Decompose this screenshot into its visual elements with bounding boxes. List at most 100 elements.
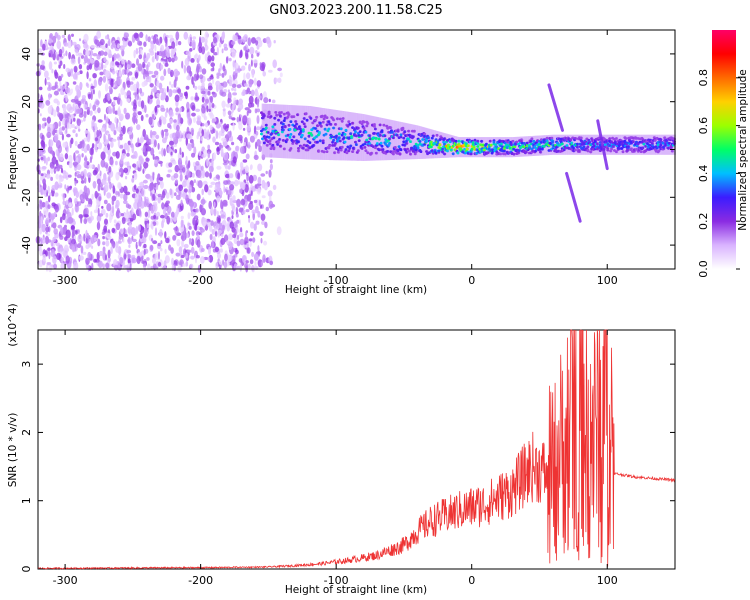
signal-cell <box>360 147 364 150</box>
colorbar-tick-label: 0.0 <box>697 260 710 278</box>
noise-cell <box>149 83 154 88</box>
signal-halo <box>306 105 308 160</box>
noise-cell <box>157 142 160 150</box>
noise-cell <box>195 92 198 97</box>
noise-cell <box>233 236 238 244</box>
noise-cell <box>67 217 73 224</box>
noise-cell <box>166 107 169 113</box>
noise-cell <box>210 62 215 68</box>
signal-cell <box>641 146 645 150</box>
noise-cell <box>85 257 90 265</box>
noise-cell <box>228 82 233 87</box>
noise-cell <box>138 207 142 217</box>
noise-cell <box>155 38 159 45</box>
noise-cell <box>48 92 51 101</box>
noise-cell <box>217 229 222 235</box>
noise-cell <box>127 40 133 47</box>
noise-cell <box>174 179 179 184</box>
noise-cell <box>164 111 168 118</box>
noise-cell <box>150 71 154 75</box>
noise-cell <box>98 142 102 150</box>
noise-cell <box>170 211 175 218</box>
noise-cell <box>223 152 229 161</box>
noise-cell <box>207 256 210 262</box>
noise-cell <box>41 60 45 66</box>
noise-cell <box>222 202 228 207</box>
signal-halo <box>464 137 467 158</box>
noise-cell <box>225 103 231 108</box>
signal-cell <box>608 137 612 141</box>
noise-cell <box>78 255 84 261</box>
noise-cell <box>115 61 120 66</box>
noise-cell <box>46 233 50 237</box>
noise-cell <box>68 51 71 60</box>
spectrogram-x-tick-label: -100 <box>324 274 349 287</box>
snr-x-ticks: -300 -200 -100 0 100 <box>53 330 618 587</box>
noise-cell <box>92 73 97 79</box>
noise-cell <box>235 99 239 106</box>
signal-cell <box>289 147 293 150</box>
noise-cell <box>214 246 219 253</box>
noise-cell <box>238 122 243 130</box>
noise-cell <box>72 103 75 112</box>
noise-cell <box>238 258 243 263</box>
noise-cell <box>196 119 202 126</box>
noise-cell <box>75 157 79 163</box>
noise-cell <box>75 99 79 105</box>
noise-cell <box>231 49 236 59</box>
noise-cell <box>125 112 131 120</box>
signal-halo <box>392 120 395 160</box>
noise-cell <box>185 252 188 259</box>
noise-cell <box>96 129 100 138</box>
noise-cell <box>219 248 223 253</box>
noise-cell <box>175 130 181 140</box>
noise-cell <box>38 259 43 268</box>
signal-halo <box>353 112 356 161</box>
signal-cell <box>340 119 344 123</box>
signal-halo <box>313 106 316 160</box>
signal-cell <box>656 143 660 147</box>
noise-cell <box>76 71 81 76</box>
noise-cell <box>245 230 248 238</box>
noise-cell <box>52 109 57 117</box>
noise-cell <box>51 85 57 91</box>
noise-cell <box>88 78 92 82</box>
signal-cell <box>333 151 337 155</box>
noise-cell <box>114 116 118 124</box>
noise-cell <box>221 100 226 109</box>
noise-cell <box>154 227 158 236</box>
noise-cell <box>72 81 77 85</box>
noise-cell <box>179 92 184 98</box>
signal-halo <box>411 124 414 160</box>
noise-cell <box>55 173 59 180</box>
signal-cell <box>403 143 407 147</box>
noise-cell <box>193 179 196 184</box>
noise-cell <box>92 234 98 238</box>
noise-cell <box>139 87 143 94</box>
noise-cell <box>181 60 184 69</box>
noise-cell <box>113 130 117 136</box>
signal-cell <box>484 142 489 146</box>
noise-cell <box>46 77 50 80</box>
noise-cell <box>127 204 132 210</box>
spectrogram-cells <box>35 30 676 273</box>
signal-cell <box>385 124 389 128</box>
noise-cell <box>227 131 232 139</box>
noise-cell <box>257 163 263 172</box>
noise-cell <box>137 224 141 232</box>
signal-cell <box>267 135 271 139</box>
noise-cell <box>118 93 121 99</box>
noise-cell <box>128 131 133 135</box>
noise-cell <box>90 58 94 64</box>
noise-cell <box>112 105 116 114</box>
noise-cell <box>153 86 158 95</box>
noise-cell <box>166 173 171 178</box>
noise-cell <box>231 104 235 114</box>
signal-cell <box>314 127 318 130</box>
signal-cell <box>332 138 336 142</box>
noise-cell <box>79 70 83 75</box>
signal-cell <box>456 151 460 155</box>
signal-cell <box>317 131 322 134</box>
noise-cell <box>196 134 199 140</box>
noise-cell <box>249 259 254 265</box>
